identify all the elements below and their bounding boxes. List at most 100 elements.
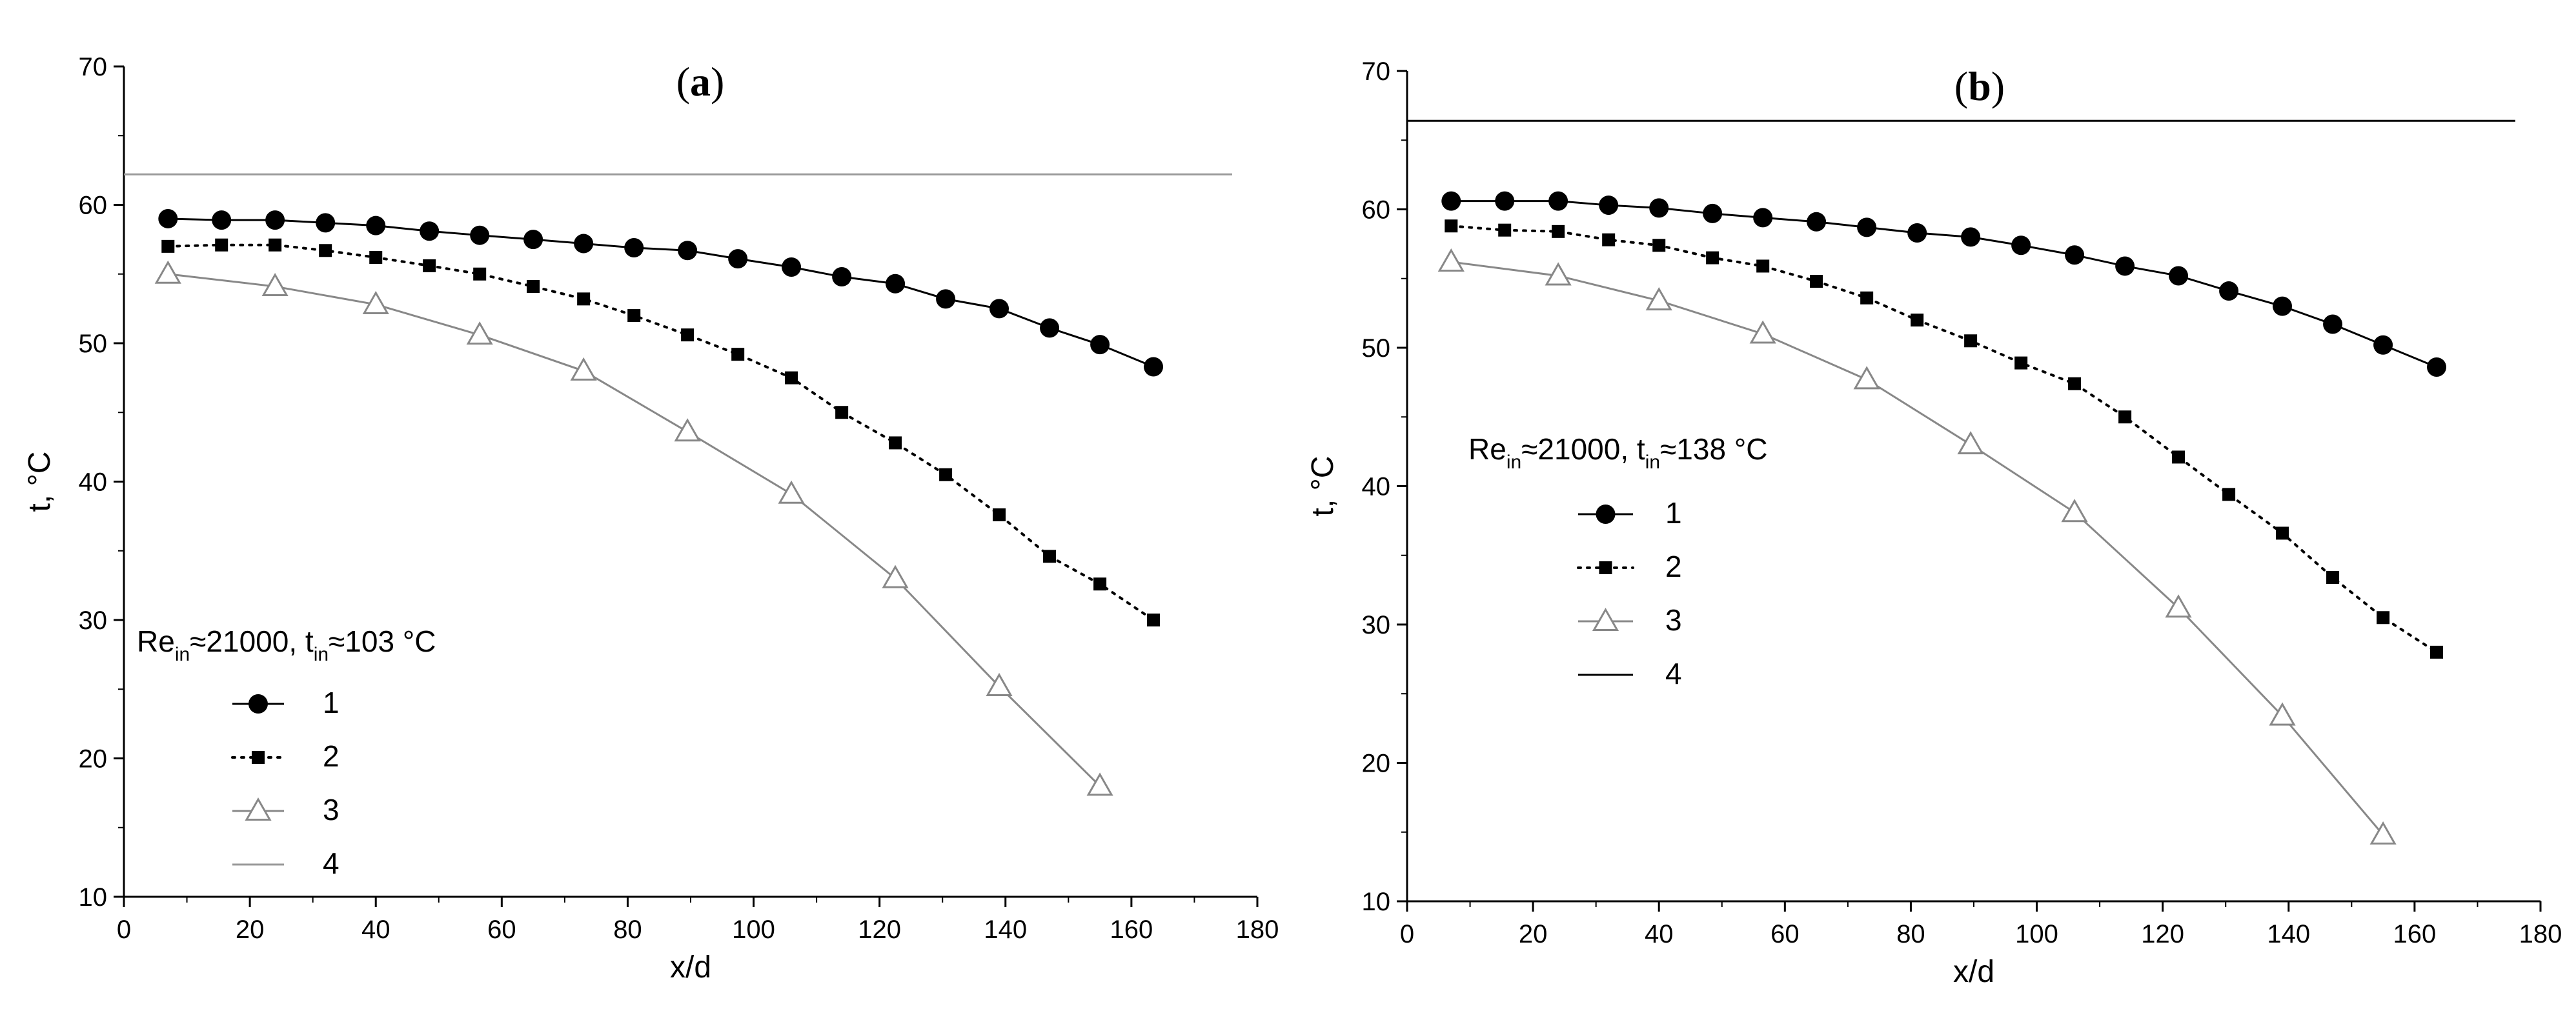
series-2-point (1093, 577, 1107, 591)
series-1-point (1495, 191, 1515, 211)
series-1-point (1144, 357, 1164, 377)
series-1-point (2323, 314, 2343, 334)
y-tick-label: 50 (1362, 334, 1391, 363)
panel-title-letter: a (690, 59, 711, 105)
series-2-point (473, 267, 487, 281)
series-1-point (2065, 245, 2085, 265)
x-tick-label: 60 (487, 915, 516, 944)
series-1-point (1548, 191, 1568, 211)
legend-label-3: 3 (1665, 603, 1682, 637)
series-1-point (1857, 217, 1877, 237)
series-3-point (1545, 262, 1572, 286)
series-1-point (523, 230, 543, 250)
panel-title: (b) (1954, 63, 2005, 109)
x-tick-label: 120 (858, 915, 901, 944)
series-2-point (1652, 239, 1666, 252)
y-tick-label: 20 (1362, 750, 1391, 778)
legend-title-re: Re (1468, 432, 1506, 466)
series-2-point (1706, 251, 1719, 265)
series-2-point (2326, 571, 2340, 585)
series-1-point (728, 249, 748, 269)
series-2 (1445, 219, 2444, 659)
series-1-point (2011, 235, 2031, 255)
series-2-point (2068, 377, 2082, 390)
series-3-point (882, 565, 909, 588)
x-tick-label: 160 (2393, 920, 2437, 948)
legend-label-2: 2 (1665, 550, 1682, 583)
legend-label-3: 3 (323, 793, 340, 826)
series-2-point (161, 239, 175, 253)
y-tick-label: 40 (79, 468, 108, 497)
series-1-point (989, 299, 1009, 319)
series-1-point (1441, 191, 1461, 211)
series-3 (1437, 248, 2397, 845)
series-1-point (1649, 198, 1669, 218)
series-1-point (366, 215, 386, 235)
series-2-point (2430, 645, 2444, 659)
series-3-point (261, 273, 289, 297)
legend-marker-2 (1599, 561, 1612, 574)
legend-title-t-sub: in (1645, 452, 1660, 473)
x-tick-label: 140 (2267, 920, 2310, 948)
series-2-point (1552, 225, 1565, 238)
series-1-point (1090, 335, 1110, 355)
series-2-point (2172, 450, 2186, 464)
series-3-point (986, 672, 1013, 696)
series-2-point (1756, 259, 1770, 273)
series-1-point (832, 267, 852, 287)
legend-label-1: 1 (323, 686, 340, 719)
series-3-point (1086, 772, 1113, 796)
series-2-point (2118, 410, 2132, 424)
panel-title-letter: b (1968, 63, 1991, 109)
series-1-point (1703, 203, 1723, 223)
series-1-point (2273, 296, 2293, 316)
series-2-point (1043, 550, 1057, 563)
x-tick-label: 140 (984, 915, 1027, 944)
series-1 (158, 208, 1164, 377)
panel-a: 0 20 40 60 80 100 120 140 160 180 10 20 30 40 50 60 70 x/… (23, 53, 1279, 985)
legend-title-mid: ≈21000, t (190, 625, 314, 658)
legend-title-re-sub: in (175, 644, 190, 665)
series-1-point (470, 225, 490, 245)
x-tick-label: 60 (1770, 920, 1800, 948)
series-2-point (1147, 614, 1161, 626)
series-3-point (466, 321, 493, 345)
series-3-point (1645, 287, 1672, 311)
series-2-point (2222, 488, 2236, 501)
series-2-point (269, 238, 282, 252)
y-tick-label: 30 (79, 606, 108, 635)
y-axis-label: t, °C (23, 452, 57, 512)
series-3-point (2061, 499, 2088, 523)
x-axis-label: x/d (670, 950, 711, 985)
series-1-point (265, 210, 285, 230)
x-tick-label: 80 (613, 915, 642, 944)
y-axis-label: t, °C (1306, 456, 1340, 517)
y-tick-label: 60 (1362, 196, 1391, 225)
y-tick-label: 10 (1362, 888, 1391, 916)
series-2-point (2014, 356, 2028, 370)
series-1-point (2115, 256, 2135, 276)
series-1-point (886, 274, 906, 294)
series-2-point (527, 280, 540, 294)
x-tick-label: 100 (2015, 920, 2058, 948)
legend-marker-1 (248, 694, 268, 714)
series-2-point (627, 309, 641, 323)
series-3-line (168, 273, 1101, 787)
series-2-point (1860, 291, 1874, 305)
series-1-point (420, 221, 440, 241)
panel-title-close-paren: ) (1991, 63, 2005, 109)
series-3-point (1957, 431, 1984, 455)
legend-label-4: 4 (1665, 657, 1682, 690)
series-1-point (1599, 195, 1619, 215)
series-2-point (993, 508, 1006, 521)
series-2-point (1911, 314, 1924, 327)
y-tick-label: 70 (79, 53, 108, 81)
series-2-point (731, 348, 745, 361)
series-3-point (2269, 702, 2296, 726)
y-tick-label: 50 (79, 330, 108, 358)
series-2-point (1498, 223, 1512, 237)
legend-title-mid: ≈21000, t (1521, 432, 1645, 466)
panel-b: 0 20 40 60 80 100 120 140 160 180 10 20 30 40 50 60 70 x/… (1306, 57, 2562, 989)
y-tick-label: 30 (1362, 611, 1391, 639)
series-3-point (2369, 821, 2397, 845)
